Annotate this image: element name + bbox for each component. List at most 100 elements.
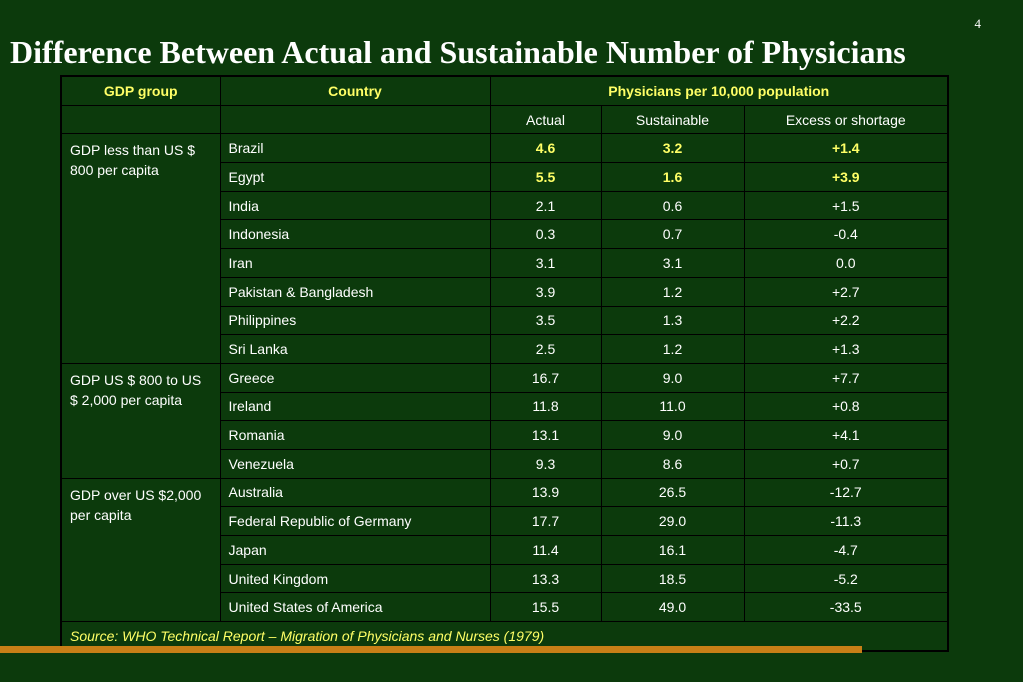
table-row: United States of America 15.5 49.0 -33.5 — [61, 592, 949, 623]
actual-cell: 13.1 — [489, 420, 602, 450]
sustainable-cell: 9.0 — [600, 420, 745, 450]
header-excess: Excess or shortage — [743, 104, 949, 135]
sustainable-cell: 29.0 — [600, 506, 745, 536]
sustainable-cell: 0.6 — [600, 190, 745, 221]
actual-cell: 17.7 — [489, 506, 602, 536]
excess-cell: +0.7 — [743, 448, 949, 479]
table-row: Indonesia 0.3 0.7 -0.4 — [61, 219, 949, 250]
actual-cell: 13.9 — [489, 477, 602, 508]
country-cell: Pakistan & Bangladesh — [219, 276, 491, 307]
actual-cell: 0.3 — [489, 219, 602, 250]
actual-cell: 3.1 — [489, 248, 602, 278]
table-row: United Kingdom 13.3 18.5 -5.2 — [61, 563, 949, 594]
country-cell: United Kingdom — [219, 563, 491, 594]
country-cell: Federal Republic of Germany — [219, 506, 491, 536]
actual-cell: 5.5 — [489, 162, 602, 192]
country-cell: Australia — [219, 477, 491, 508]
actual-cell: 2.1 — [489, 190, 602, 221]
table-row: Sri Lanka 2.5 1.2 +1.3 — [61, 334, 949, 364]
country-cell: Egypt — [219, 162, 491, 192]
table-row: Pakistan & Bangladesh 3.9 1.2 +2.7 — [61, 276, 949, 307]
country-cell: Greece — [219, 362, 491, 393]
excess-cell: -11.3 — [743, 506, 949, 536]
sustainable-cell: 16.1 — [600, 535, 745, 565]
sustainable-cell: 11.0 — [600, 391, 745, 422]
excess-cell: -4.7 — [743, 535, 949, 565]
table-row: GDP over US $2,000 per capita Australia 13… — [60, 477, 949, 623]
table-row: Ireland 11.8 11.0 +0.8 — [61, 391, 949, 422]
slide-title: Difference Between Actual and Sustainabl… — [10, 34, 906, 70]
country-cell: India — [219, 190, 491, 221]
country-cell: Sri Lanka — [219, 334, 491, 364]
sustainable-cell: 1.2 — [600, 334, 745, 364]
excess-cell: +4.1 — [743, 420, 949, 450]
excess-cell: -33.5 — [743, 592, 949, 623]
gdp-group-cell: GDP over US $2,000 per capita — [60, 477, 221, 623]
actual-cell: 3.5 — [489, 305, 602, 336]
actual-cell: 2.5 — [489, 334, 602, 364]
actual-cell: 13.3 — [489, 563, 602, 594]
actual-cell: 11.8 — [489, 391, 602, 422]
sustainable-cell: 3.2 — [600, 133, 745, 164]
sustainable-cell: 18.5 — [600, 563, 745, 594]
country-cell: Japan — [219, 535, 491, 565]
sustainable-cell: 1.3 — [600, 305, 745, 336]
subheader-empty-country — [219, 104, 491, 135]
excess-cell: -5.2 — [743, 563, 949, 594]
table-row: GDP US $ 800 to US $ 2,000 per capita Gre… — [60, 362, 949, 479]
header-sustainable: Sustainable — [600, 104, 745, 135]
header-gdp-group: GDP group — [60, 75, 221, 106]
excess-cell: -0.4 — [743, 219, 949, 250]
excess-cell: +3.9 — [743, 162, 949, 192]
excess-cell: +1.5 — [743, 190, 949, 221]
actual-cell: 16.7 — [489, 362, 602, 393]
table-row: Egypt 5.5 1.6 +3.9 — [61, 162, 949, 192]
table-row: GDP less than US $ 800 per capita Brazil 4… — [60, 133, 949, 364]
table-row: Japan 11.4 16.1 -4.7 — [61, 535, 949, 565]
excess-cell: +1.3 — [743, 334, 949, 364]
sustainable-cell: 3.1 — [600, 248, 745, 278]
sustainable-cell: 1.6 — [600, 162, 745, 192]
excess-cell: +0.8 — [743, 391, 949, 422]
country-cell: Ireland — [219, 391, 491, 422]
sustainable-cell: 9.0 — [600, 362, 745, 393]
actual-cell: 15.5 — [489, 592, 602, 623]
actual-cell: 9.3 — [489, 448, 602, 479]
table-row: Iran 3.1 3.1 0.0 — [61, 248, 949, 278]
page-number: 4 — [974, 16, 982, 31]
table-row: India 2.1 0.6 +1.5 — [61, 190, 949, 221]
table-body: GDP less than US $ 800 per capita Brazil 4… — [60, 133, 949, 623]
excess-cell: +2.7 — [743, 276, 949, 307]
excess-cell: +2.2 — [743, 305, 949, 336]
country-cell: Philippines — [219, 305, 491, 336]
actual-cell: 4.6 — [489, 133, 602, 164]
excess-cell: +1.4 — [743, 133, 949, 164]
excess-cell: 0.0 — [743, 248, 949, 278]
actual-cell: 3.9 — [489, 276, 602, 307]
sustainable-cell: 26.5 — [600, 477, 745, 508]
table-row: Philippines 3.5 1.3 +2.2 — [61, 305, 949, 336]
country-cell: Iran — [219, 248, 491, 278]
header-physicians: Physicians per 10,000 population — [489, 75, 949, 106]
accent-bar — [0, 646, 862, 653]
physicians-table: GDP group Country Physicians per 10,000 … — [60, 75, 950, 652]
sustainable-cell: 1.2 — [600, 276, 745, 307]
table-row: Federal Republic of Germany 17.7 29.0 -11.3 — [61, 506, 949, 536]
excess-cell: -12.7 — [743, 477, 949, 508]
gdp-group-cell: GDP US $ 800 to US $ 2,000 per capita — [60, 362, 221, 479]
table-header-row: GDP group Country Physicians per 10,000 … — [60, 75, 949, 106]
sustainable-cell: 0.7 — [600, 219, 745, 250]
country-cell: United States of America — [219, 592, 491, 623]
country-cell: Brazil — [219, 133, 491, 164]
excess-cell: +7.7 — [743, 362, 949, 393]
header-actual: Actual — [489, 104, 602, 135]
header-country: Country — [219, 75, 491, 106]
country-cell: Romania — [219, 420, 491, 450]
table-subheader-row: Actual Sustainable Excess or shortage — [60, 104, 949, 135]
country-cell: Indonesia — [219, 219, 491, 250]
sustainable-cell: 8.6 — [600, 448, 745, 479]
gdp-group-cell: GDP less than US $ 800 per capita — [60, 133, 221, 364]
subheader-empty-gdp — [60, 104, 221, 135]
country-cell: Venezuela — [219, 448, 491, 479]
actual-cell: 11.4 — [489, 535, 602, 565]
